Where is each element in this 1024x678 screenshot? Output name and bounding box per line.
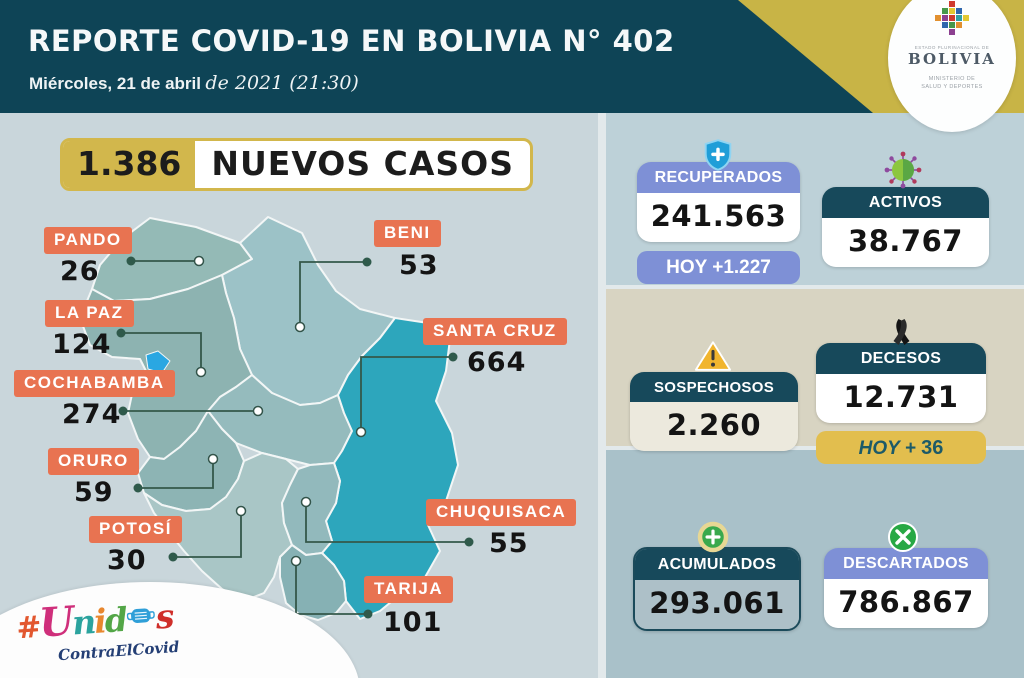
logo-ministry: MINISTERIO DE SALUD Y DEPORTES [921,76,983,91]
mask-icon [126,608,155,624]
card-acumulados: ACUMULADOS 293.061 [633,547,801,631]
descartados-label: DESCARTADOS [824,548,988,579]
card-activos: ACTIVOS 38.767 [822,187,989,267]
new-cases-value: 1.386 [63,141,196,188]
unidos-campaign-logo: #Unid s [15,596,174,647]
virus-icon [884,151,922,189]
sospechosos-label: SOSPECHOSOS [630,372,798,402]
warning-icon [694,341,732,371]
dept-label-oruro: ORURO 59 [48,448,139,508]
activos-value: 38.767 [822,218,989,267]
card-recuperados: RECUPERADOS 241.563 [637,162,800,242]
dept-label-pando: PANDO 26 [44,227,132,287]
card-descartados: DESCARTADOS 786.867 [824,548,988,628]
report-date: Miércoles, 21 de abril de 2021 (21:30) [29,72,359,94]
acumulados-label: ACUMULADOS [635,549,799,580]
descartados-value: 786.867 [824,579,988,628]
dept-label-cochabamba: COCHABAMBA 274 [14,370,175,430]
lake-titicaca [145,350,171,374]
page-title: REPORTE COVID-19 EN BOLIVIA N° 402 [28,24,675,58]
plus-circle-icon [697,521,729,553]
header-bar: REPORTE COVID-19 EN BOLIVIA N° 402 Miérc… [0,0,1024,113]
new-cases-label: NUEVOS CASOS [211,144,514,183]
decesos-value: 12.731 [816,374,986,423]
acumulados-value: 293.061 [635,580,799,629]
recuperados-today-badge: HOY +1.227 [637,251,800,284]
ministry-logo: ESTADO PLURINACIONAL DE BOLIVIA MINISTER… [888,0,1016,132]
x-circle-icon [888,522,918,552]
label-end-dots [116,256,474,619]
decesos-today-badge: HOY + 36 [816,431,986,464]
dept-label-la-paz: LA PAZ 124 [45,300,134,360]
dept-label-santa-cruz: SANTA CRUZ 664 [423,318,567,378]
activos-label: ACTIVOS [822,187,989,218]
card-sospechosos: SOSPECHOSOS 2.260 [630,372,798,451]
hashtag: # [15,609,41,647]
sospechosos-value: 2.260 [630,402,798,451]
map-marker-dots [193,255,367,567]
recuperados-value: 241.563 [637,193,800,242]
date-italic: de 2021 (21:30) [205,72,359,94]
decesos-label: DECESOS [816,343,986,374]
new-cases-banner: 1.386 NUEVOS CASOS [60,138,533,191]
logo-country: BOLIVIA [908,50,996,68]
chakana-emblem-icon [935,1,969,35]
dept-label-potosi: POTOSÍ 30 [89,516,182,576]
mourning-ribbon-icon [893,319,910,345]
shield-plus-icon [704,139,732,171]
date-regular: Miércoles, 21 de abril [29,74,201,93]
logo-state-line: ESTADO PLURINACIONAL DE [914,45,990,50]
card-decesos: DECESOS 12.731 [816,343,986,423]
dept-label-beni: BENI 53 [374,220,441,281]
dept-label-chuquisaca: CHUQUISACA 55 [426,499,577,559]
dept-label-tarija: TARIJA 101 [364,576,454,638]
